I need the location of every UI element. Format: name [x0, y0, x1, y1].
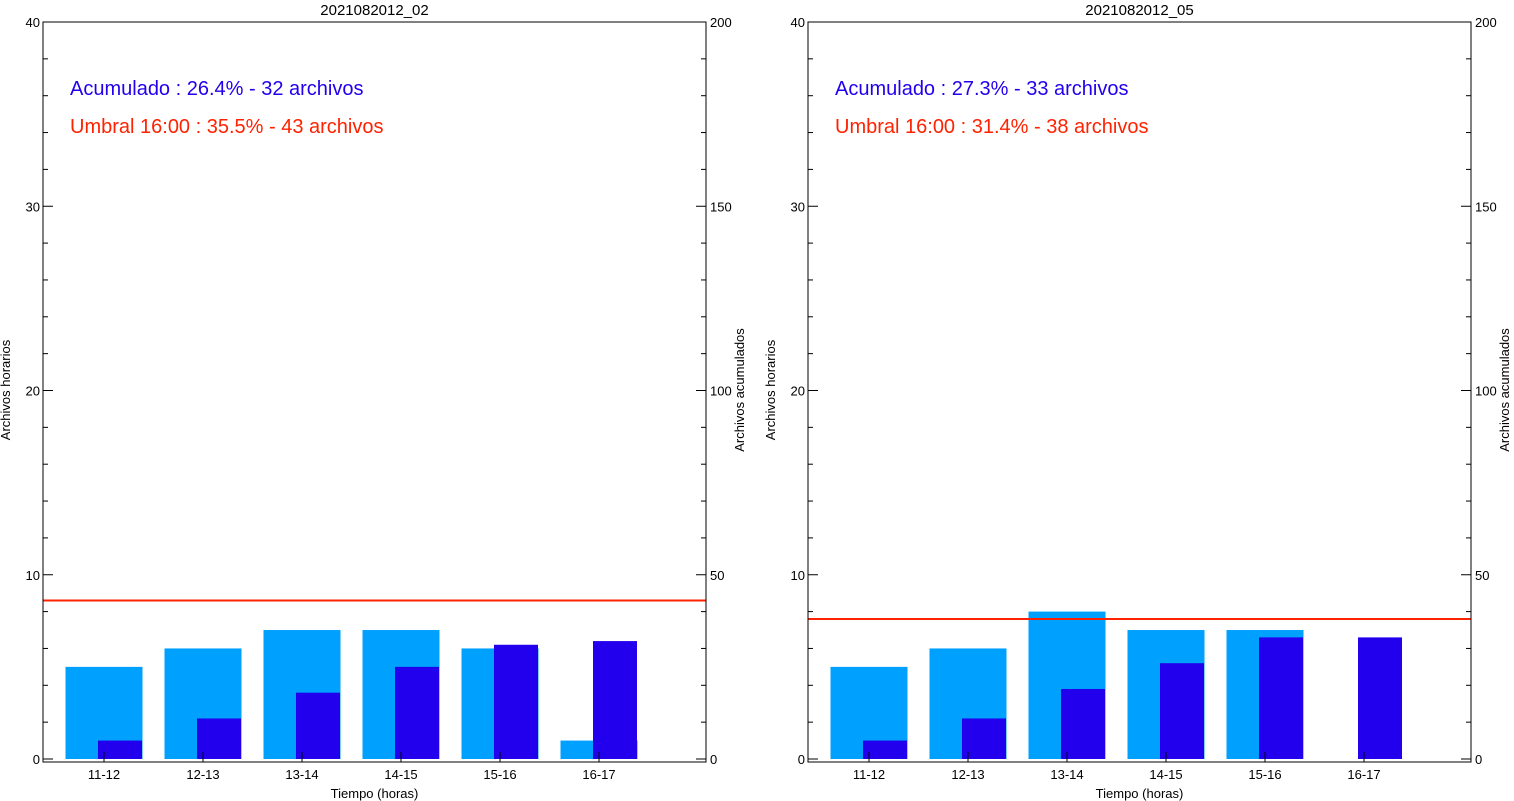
x-tick-label: 14-15 — [1149, 767, 1182, 782]
cumulative-bar-13-14 — [296, 692, 340, 759]
right-tick-label: 100 — [1475, 384, 1497, 399]
cumulative-bar-13-14 — [1061, 688, 1105, 759]
right-tick-label: 0 — [710, 752, 717, 767]
left-tick-label: 10 — [26, 568, 40, 583]
cumulative-bar-16-17 — [593, 641, 637, 759]
right-tick-label: 150 — [1475, 199, 1497, 214]
cumulative-bar-12-13 — [962, 718, 1006, 759]
cumulative-bar-11-12 — [98, 740, 142, 759]
x-tick-label: 13-14 — [1050, 767, 1083, 782]
x-tick-label: 11-12 — [88, 767, 120, 782]
x-tick-label: 15-16 — [1248, 767, 1281, 782]
cumulative-bar-15-16 — [494, 644, 538, 759]
x-tick-label: 16-17 — [1347, 767, 1380, 782]
plot-frame — [42, 21, 707, 763]
right-tick-label: 50 — [1475, 568, 1489, 583]
x-tick-label: 13-14 — [285, 767, 318, 782]
left-tick-label: 0 — [33, 752, 40, 767]
cumulative-bar-14-15 — [1160, 663, 1204, 759]
right-tick-label: 200 — [1475, 15, 1497, 30]
x-tick-label: 16-17 — [582, 767, 615, 782]
cumulative-bar-12-13 — [197, 718, 241, 759]
left-tick-label: 20 — [26, 384, 40, 399]
x-tick-label: 11-12 — [853, 767, 885, 782]
y-axis-label-right: Archivos acumulados — [732, 328, 747, 452]
y-axis-label-left: Archivos horarios — [763, 339, 778, 440]
threshold-annotation: Umbral 16:00 : 31.4% - 38 archivos — [835, 116, 1149, 138]
x-axis-label: Tiempo (horas) — [331, 786, 419, 801]
chart-panel-2: 0 10 20 30 40 0 50 100 150 200 11-12 12-13 13-14 14-1… — [763, 2, 1512, 801]
cumulative-bar-16-17 — [1358, 637, 1402, 759]
x-tick-label: 14-15 — [384, 767, 417, 782]
left-tick-label: 0 — [798, 752, 805, 767]
cumulative-bar-15-16 — [1259, 637, 1303, 759]
chart-panel-1: 0 10 20 30 40 0 50 100 150 200 11-12 12-13 13-14 14-1… — [0, 2, 747, 801]
left-tick-label: 20 — [791, 384, 805, 399]
accumulated-annotation: Acumulado : 26.4% - 32 archivos — [70, 78, 364, 100]
accumulated-annotation: Acumulado : 27.3% - 33 archivos — [835, 78, 1129, 100]
x-tick-label: 12-13 — [951, 767, 984, 782]
right-tick-label: 0 — [1475, 752, 1482, 767]
x-axis-label: Tiempo (horas) — [1096, 786, 1184, 801]
x-tick-label: 12-13 — [186, 767, 219, 782]
cumulative-bar-14-15 — [395, 666, 439, 759]
right-tick-label: 200 — [710, 15, 732, 30]
left-tick-label: 40 — [791, 15, 805, 30]
threshold-annotation: Umbral 16:00 : 35.5% - 43 archivos — [70, 116, 384, 138]
left-tick-label: 40 — [26, 15, 40, 30]
right-tick-label: 50 — [710, 568, 724, 583]
right-tick-label: 100 — [710, 384, 732, 399]
cumulative-bar-11-12 — [863, 740, 907, 759]
y-axis-label-left: Archivos horarios — [0, 339, 13, 440]
plot-frame — [807, 21, 1472, 763]
left-tick-label: 30 — [791, 199, 805, 214]
x-tick-label: 15-16 — [483, 767, 516, 782]
y-axis-label-right: Archivos acumulados — [1497, 328, 1512, 452]
left-tick-label: 10 — [791, 568, 805, 583]
chart-title: 2021082012_05 — [1085, 2, 1193, 19]
right-tick-label: 150 — [710, 199, 732, 214]
left-tick-label: 30 — [26, 199, 40, 214]
chart-title: 2021082012_02 — [320, 2, 428, 19]
